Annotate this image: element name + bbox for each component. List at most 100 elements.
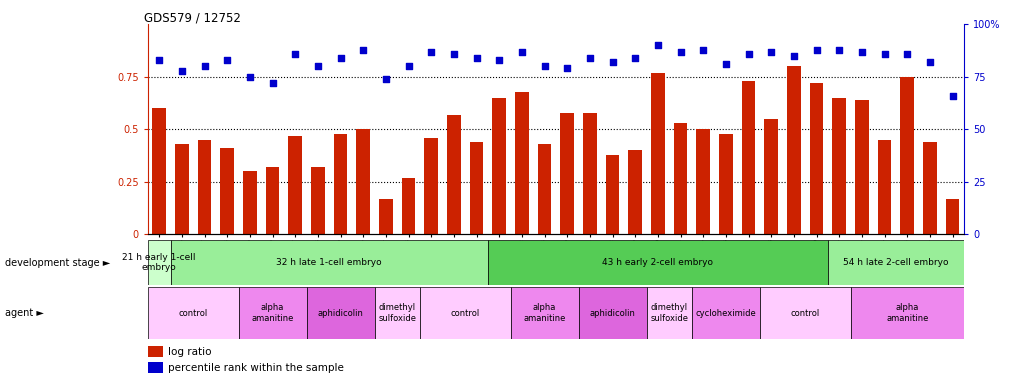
- Bar: [763, 119, 777, 234]
- Point: [151, 57, 167, 63]
- Point: [242, 74, 258, 80]
- Point: [604, 59, 621, 65]
- Bar: [832, 98, 845, 234]
- Bar: [674, 123, 687, 234]
- Bar: [877, 140, 891, 234]
- Bar: [691, 287, 759, 339]
- Point: [672, 49, 688, 55]
- Point: [173, 68, 190, 74]
- Text: log ratio: log ratio: [168, 347, 212, 357]
- Point: [264, 80, 280, 86]
- Text: dimethyl
sulfoxide: dimethyl sulfoxide: [649, 303, 688, 323]
- Point: [717, 61, 734, 67]
- Bar: [374, 287, 420, 339]
- Bar: [220, 148, 233, 234]
- Point: [627, 55, 643, 61]
- Bar: [900, 77, 913, 234]
- Text: 43 h early 2-cell embryo: 43 h early 2-cell embryo: [602, 258, 712, 267]
- Bar: [311, 167, 324, 234]
- Bar: [148, 346, 162, 357]
- Point: [740, 51, 756, 57]
- Point: [536, 63, 552, 69]
- Point: [286, 51, 303, 57]
- Text: development stage ►: development stage ►: [5, 258, 110, 267]
- Text: percentile rank within the sample: percentile rank within the sample: [168, 363, 343, 373]
- Point: [694, 46, 710, 53]
- Point: [785, 53, 801, 59]
- Bar: [288, 136, 302, 234]
- Bar: [511, 287, 578, 339]
- Text: 32 h late 1-cell embryo: 32 h late 1-cell embryo: [276, 258, 382, 267]
- Bar: [741, 81, 755, 234]
- Bar: [945, 199, 959, 234]
- Point: [219, 57, 235, 63]
- Point: [581, 55, 597, 61]
- Point: [310, 63, 326, 69]
- Bar: [696, 129, 709, 234]
- Point: [377, 76, 393, 82]
- Bar: [559, 112, 574, 234]
- Text: control: control: [790, 309, 819, 318]
- Point: [853, 49, 869, 55]
- Bar: [266, 167, 279, 234]
- Bar: [718, 134, 732, 234]
- Point: [921, 59, 937, 65]
- Bar: [170, 240, 487, 285]
- Bar: [401, 178, 415, 234]
- Bar: [420, 287, 511, 339]
- Text: control: control: [450, 309, 479, 318]
- Point: [808, 46, 824, 53]
- Point: [514, 49, 530, 55]
- Bar: [243, 171, 257, 234]
- Point: [898, 51, 914, 57]
- Bar: [307, 287, 374, 339]
- Bar: [238, 287, 307, 339]
- Bar: [650, 73, 664, 234]
- Bar: [628, 150, 641, 234]
- Text: alpha
amanitine: alpha amanitine: [251, 303, 293, 323]
- Text: 21 h early 1-cell
embryо: 21 h early 1-cell embryо: [122, 253, 196, 272]
- Bar: [537, 144, 551, 234]
- Bar: [646, 287, 691, 339]
- Text: agent ►: agent ►: [5, 308, 44, 318]
- Point: [762, 49, 779, 55]
- Bar: [850, 287, 963, 339]
- Bar: [175, 144, 189, 234]
- Text: alpha
amanitine: alpha amanitine: [523, 303, 566, 323]
- Bar: [148, 287, 238, 339]
- Bar: [759, 287, 850, 339]
- Text: aphidicolin: aphidicolin: [317, 309, 363, 318]
- Point: [197, 63, 213, 69]
- Bar: [446, 115, 461, 234]
- Text: dimethyl
sulfoxide: dimethyl sulfoxide: [378, 303, 416, 323]
- Bar: [356, 129, 370, 234]
- Text: cycloheximide: cycloheximide: [695, 309, 755, 318]
- Point: [830, 46, 847, 53]
- Bar: [809, 83, 822, 234]
- Text: 54 h late 2-cell embryo: 54 h late 2-cell embryo: [843, 258, 948, 267]
- Bar: [148, 362, 162, 374]
- Point: [875, 51, 892, 57]
- Bar: [827, 240, 963, 285]
- Point: [468, 55, 484, 61]
- Bar: [487, 240, 827, 285]
- Bar: [379, 199, 392, 234]
- Text: aphidicolin: aphidicolin: [589, 309, 635, 318]
- Bar: [515, 92, 528, 234]
- Text: GDS579 / 12752: GDS579 / 12752: [144, 11, 240, 24]
- Point: [445, 51, 462, 57]
- Point: [332, 55, 348, 61]
- Bar: [578, 287, 646, 339]
- Point: [944, 93, 960, 99]
- Bar: [492, 98, 505, 234]
- Bar: [152, 108, 166, 234]
- Bar: [605, 154, 619, 234]
- Point: [490, 57, 506, 63]
- Text: alpha
amanitine: alpha amanitine: [886, 303, 927, 323]
- Bar: [583, 112, 596, 234]
- Point: [400, 63, 417, 69]
- Bar: [854, 100, 868, 234]
- Bar: [470, 142, 483, 234]
- Bar: [424, 138, 437, 234]
- Point: [423, 49, 439, 55]
